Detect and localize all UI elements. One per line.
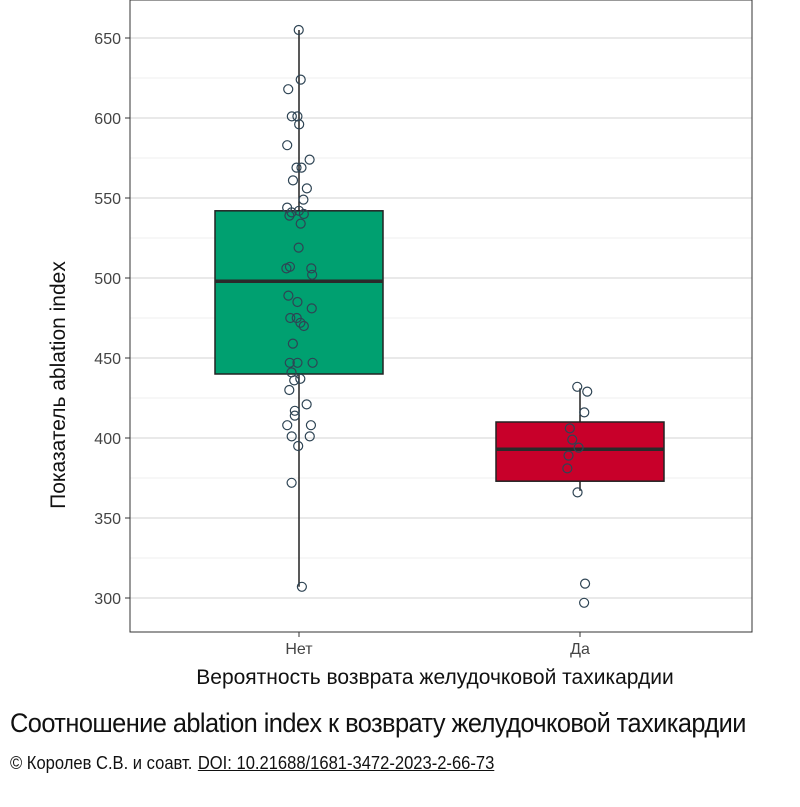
data-point: [293, 242, 304, 253]
data-point: [289, 410, 300, 421]
data-point: [292, 111, 303, 122]
data-point: [301, 183, 312, 194]
data-point: [285, 312, 296, 324]
plot-panel-border: [129, 0, 753, 633]
data-point: [293, 440, 304, 452]
data-point: [295, 317, 306, 328]
y-tick-label: 500: [94, 271, 121, 288]
data-point: [298, 194, 309, 205]
x-tick-label: Нет: [285, 641, 313, 658]
data-point: [284, 384, 295, 396]
data-point: [292, 357, 303, 368]
data-point: [307, 269, 318, 280]
data-point: [282, 140, 293, 151]
data-point: [286, 111, 297, 122]
data-point: [305, 420, 317, 431]
data-point: [289, 375, 300, 386]
data-point: [286, 207, 297, 218]
y-axis-ticks: 300 350 400 450 500 550 600 650: [94, 31, 130, 608]
y-tick-label: 550: [94, 191, 121, 208]
figure-caption: Соотношение ablation index к возврату же…: [10, 708, 746, 738]
data-point: [567, 434, 578, 445]
box-plot-chart: 300 350 400 450 500 550 600 650 Нет Да Вероятнос…: [47, 0, 753, 689]
data-points: [281, 24, 593, 608]
y-axis-title: Показатель ablation index: [47, 261, 70, 509]
data-point: [304, 431, 315, 442]
x-axis-ticks: Нет Да: [285, 632, 590, 658]
data-point: [572, 487, 583, 498]
boxes: [214, 30, 665, 587]
data-point: [289, 405, 300, 416]
y-tick-label: 650: [94, 31, 121, 48]
data-point: [294, 119, 305, 130]
data-point: [293, 24, 304, 36]
data-point: [582, 386, 593, 397]
data-point: [295, 373, 306, 384]
data-point: [562, 463, 573, 474]
data-point: [282, 420, 293, 431]
data-point: [579, 407, 590, 418]
data-point: [287, 175, 299, 186]
data-point: [284, 357, 295, 368]
data-point: [287, 338, 298, 349]
data-point: [283, 290, 294, 301]
data-point: [296, 581, 307, 592]
doi-link[interactable]: DOI: 10.21688/1681-3472-2023-2-66-73: [197, 753, 495, 773]
data-point: [286, 431, 297, 442]
data-point: [579, 597, 590, 608]
data-point: [306, 303, 317, 314]
data-point: [298, 208, 309, 220]
data-point: [572, 381, 583, 392]
data-point: [296, 162, 307, 173]
y-tick-label: 600: [94, 111, 121, 128]
grid-lines: [130, 37, 752, 599]
data-point: [564, 423, 575, 434]
y-tick-label: 450: [94, 351, 121, 368]
data-point: [292, 296, 303, 308]
data-point: [304, 154, 315, 165]
data-point: [283, 84, 294, 95]
x-tick-label: Да: [570, 641, 590, 658]
author-credit: © Королев С.В. и соавт.: [10, 753, 193, 773]
data-point: [301, 399, 312, 410]
data-point: [291, 162, 302, 173]
x-axis-title: Вероятность возврата желудочковой тахика…: [196, 666, 673, 689]
y-tick-label: 350: [94, 511, 121, 528]
data-point: [295, 218, 306, 229]
y-tick-label: 300: [94, 591, 121, 608]
data-point: [295, 74, 306, 85]
credit-line: © Королев С.В. и соавт. DOI: 10.21688/168…: [10, 753, 494, 774]
box-net: [214, 210, 384, 375]
data-point: [579, 578, 591, 589]
data-point: [573, 442, 584, 453]
data-point: [286, 477, 297, 488]
data-point: [284, 210, 295, 221]
y-tick-label: 400: [94, 431, 121, 448]
data-point: [281, 263, 292, 274]
data-point: [307, 357, 318, 368]
data-point: [298, 320, 309, 332]
data-point: [306, 263, 317, 274]
data-point: [563, 450, 574, 461]
